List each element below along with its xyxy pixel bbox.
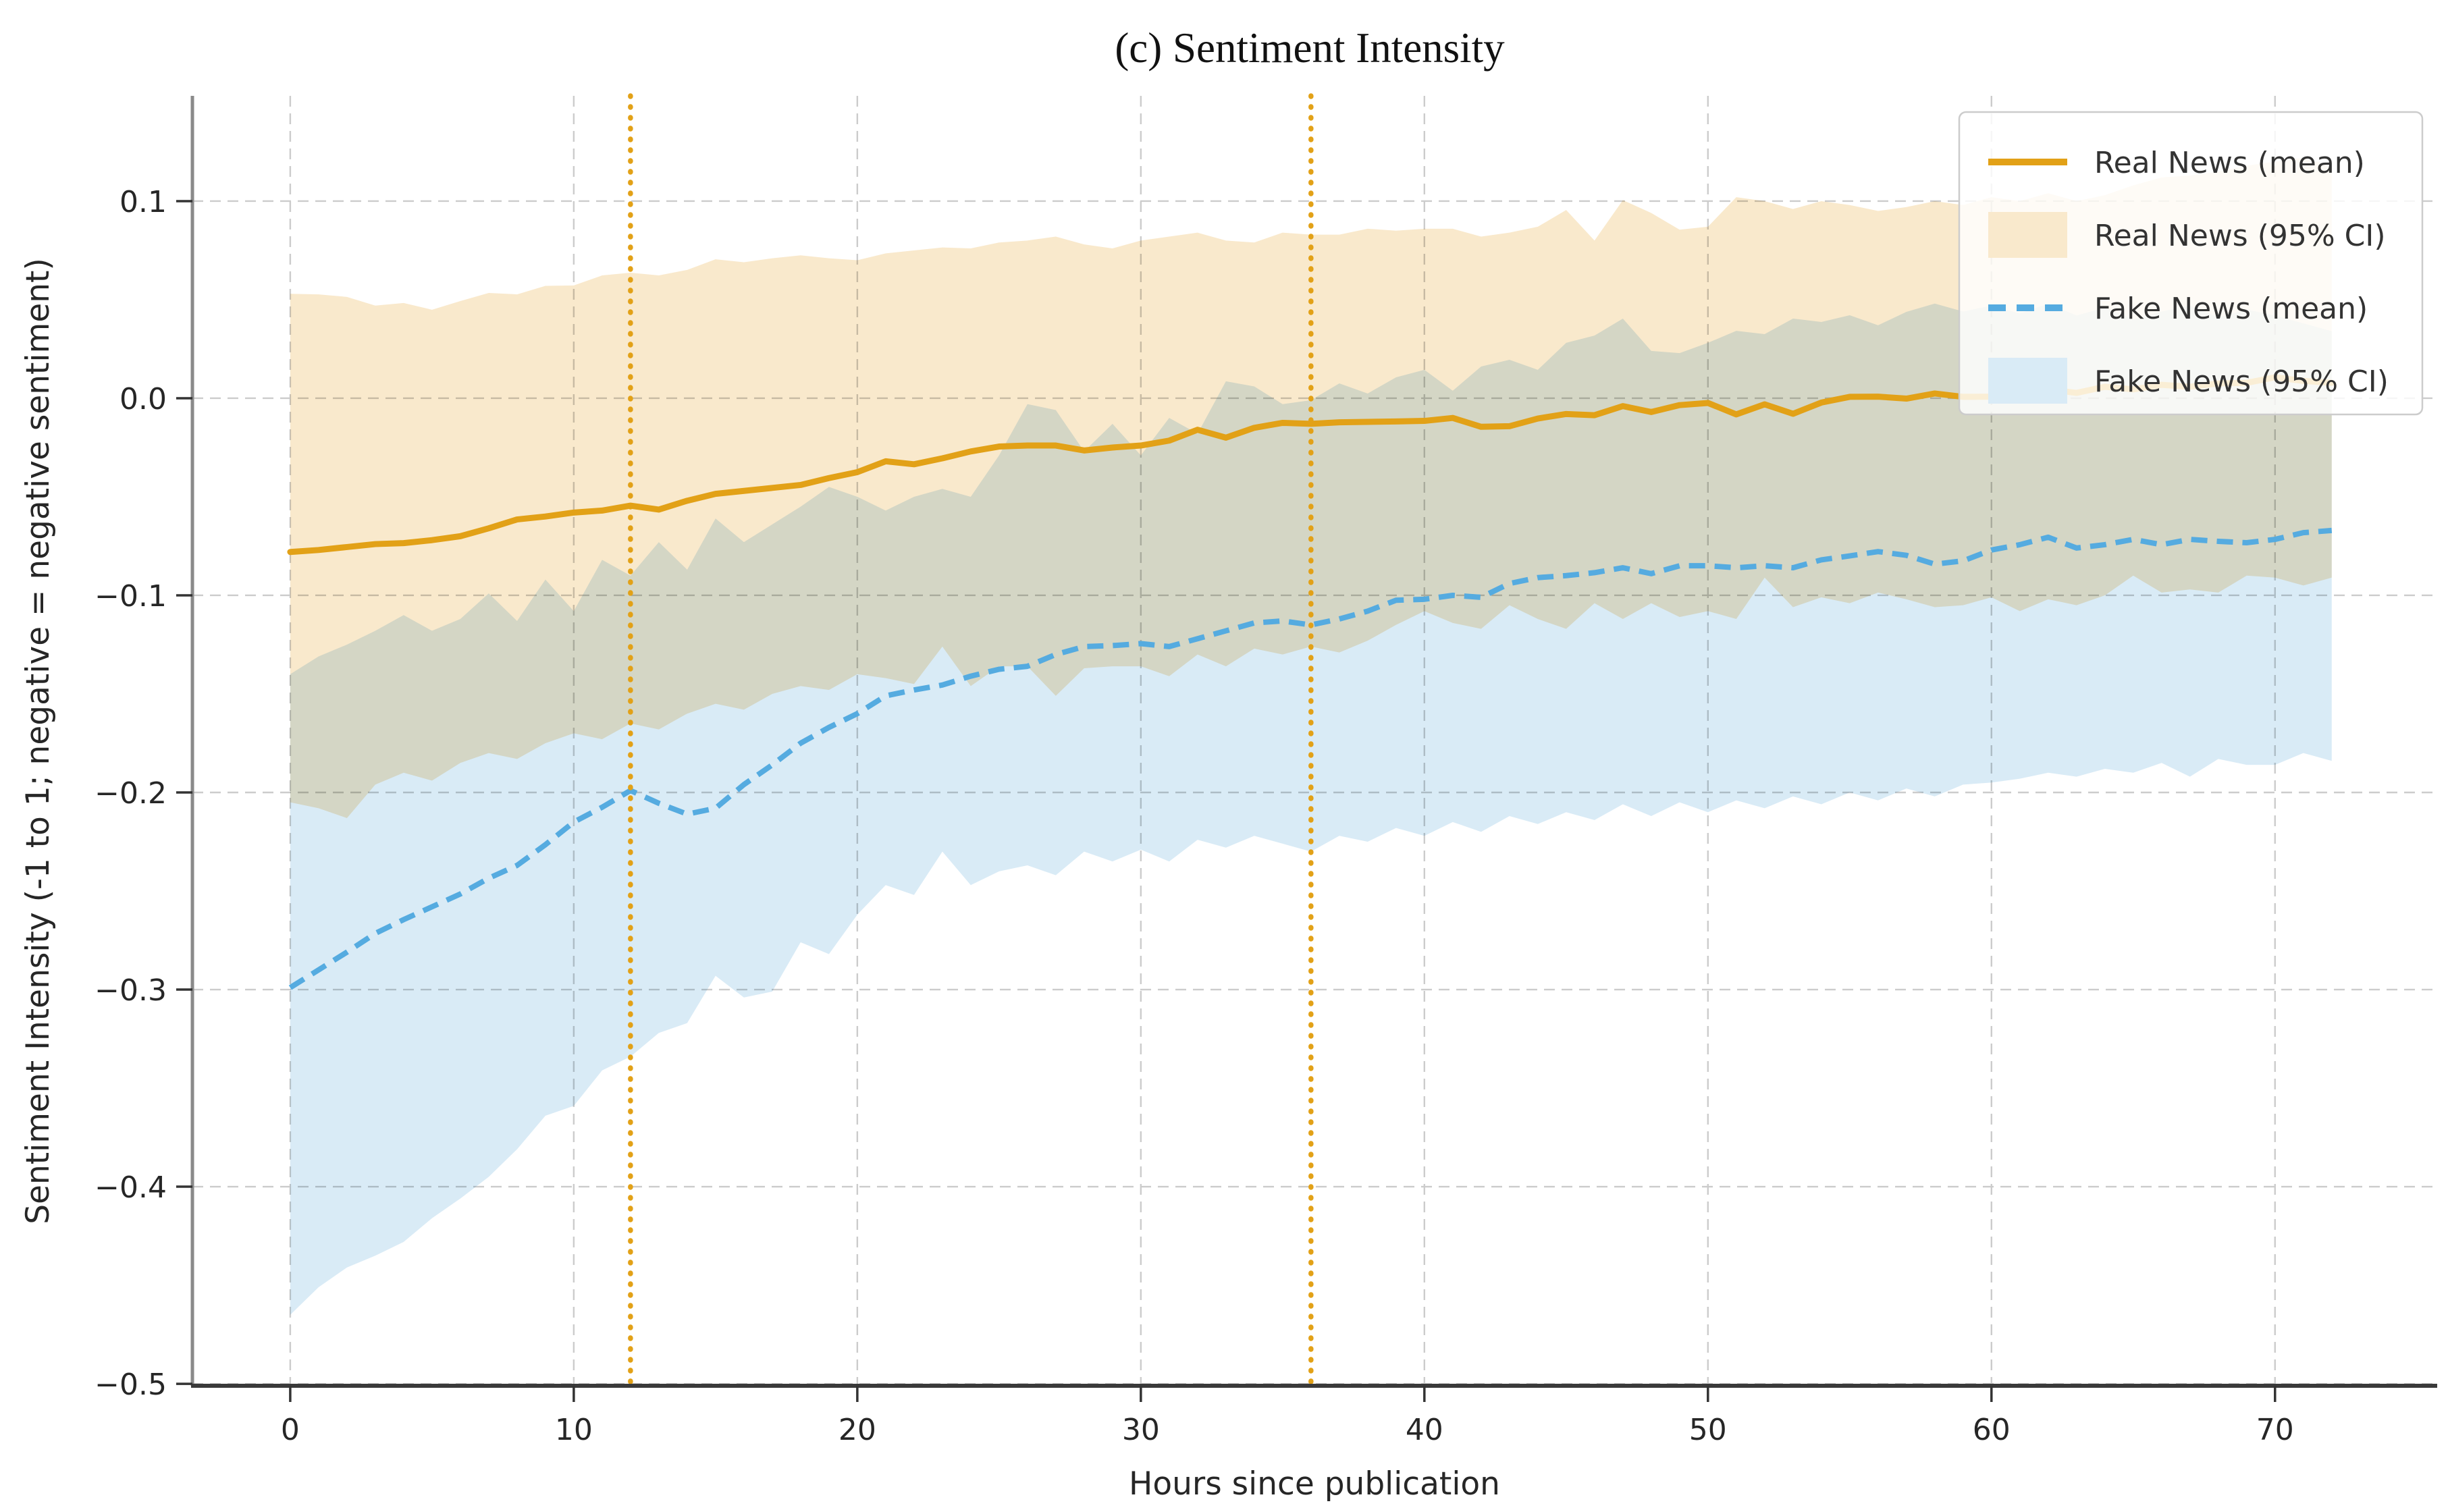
legend-box (1958, 111, 2424, 416)
axes-layer: 0.1 0.0 −0.1 −0.2 −0.3 −0.4 −0.5 0 10 20 30 40 50 60 7… (95, 96, 2437, 1447)
y-axis-label: Sentiment Intensity (-1 to 1; negative =… (20, 258, 57, 1224)
real-news-ci-legend-swatch (1988, 212, 2067, 258)
y-tick-label: 0.0 (119, 382, 167, 416)
plot-title: (c) Sentiment Intensity (1115, 24, 1505, 72)
x-tick-label: 40 (1406, 1413, 1443, 1447)
y-tick-label: −0.3 (95, 973, 167, 1008)
y-tick-label: −0.2 (95, 776, 167, 811)
y-tick-label: −0.4 (95, 1170, 167, 1205)
x-tick-label: 30 (1122, 1413, 1160, 1447)
y-tick-label: −0.5 (95, 1368, 167, 1402)
legend: Real News (mean) Real News (95% CI) Fake N… (1958, 111, 2424, 416)
y-tick-label: 0.1 (119, 185, 167, 219)
x-tick-label: 0 (281, 1413, 300, 1447)
x-tick-label: 60 (1973, 1413, 2011, 1447)
y-tick-label: −0.1 (95, 579, 167, 614)
x-tick-label: 70 (2256, 1413, 2294, 1447)
fake-news-ci-legend-swatch (1988, 358, 2067, 404)
x-tick-label: 10 (555, 1413, 593, 1447)
x-axis-label: Hours since publication (1129, 1465, 1500, 1503)
event-lines-layer (628, 93, 1314, 1388)
x-tick-label: 20 (839, 1413, 876, 1447)
x-tick-label: 50 (1689, 1413, 1727, 1447)
legend-item-label: Fake News (95% CI) (2094, 364, 2389, 399)
legend-item-label: Real News (95% CI) (2094, 219, 2386, 253)
fake-news-mean-line (288, 527, 2333, 990)
legend-item-label: Real News (mean) (2094, 146, 2365, 180)
legend-item-label: Fake News (mean) (2094, 292, 2368, 326)
